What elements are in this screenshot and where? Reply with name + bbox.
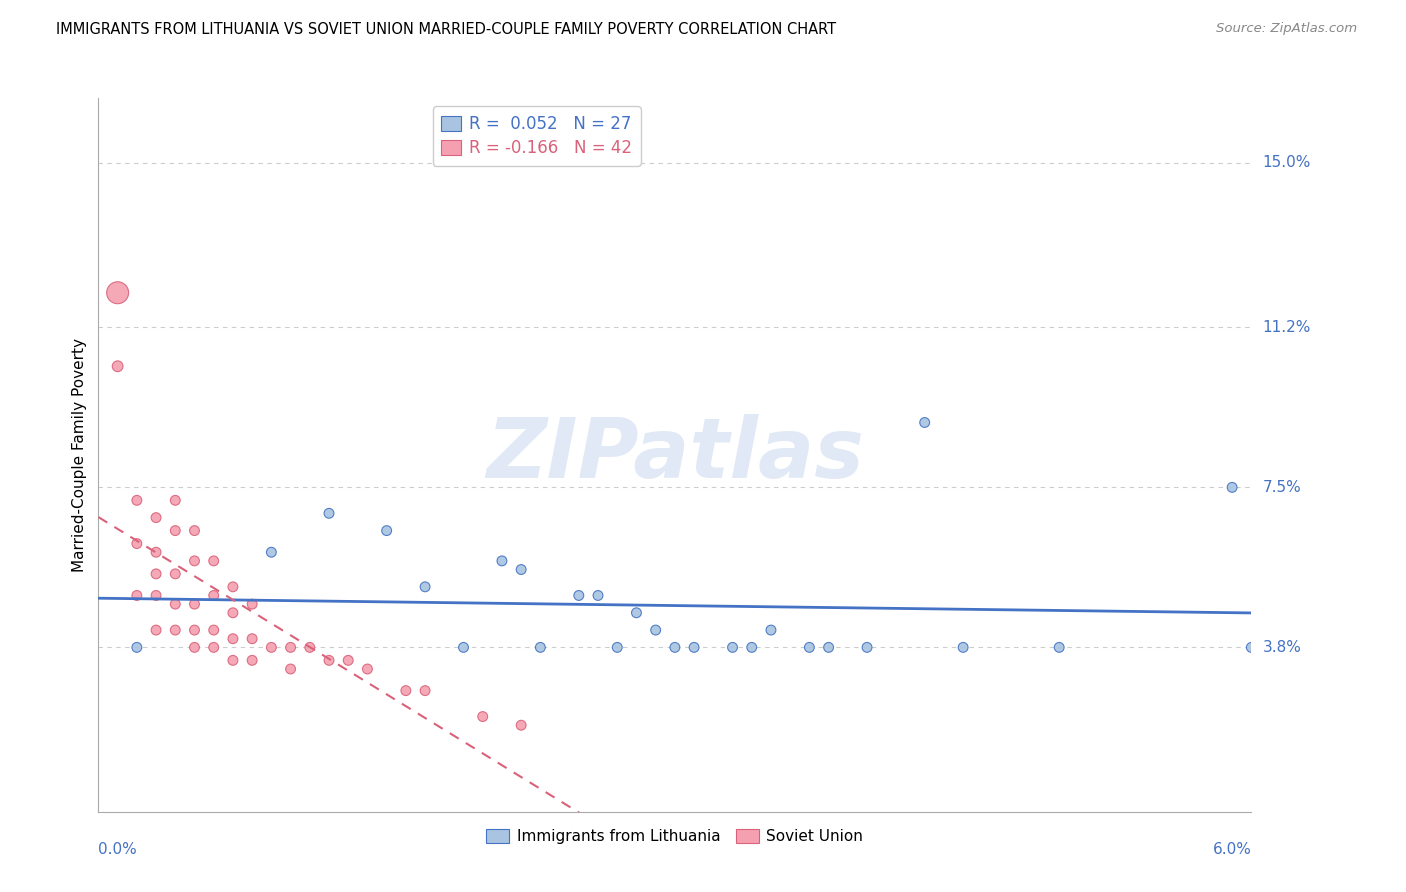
Point bbox=[471, 709, 494, 723]
Point bbox=[606, 640, 628, 655]
Point bbox=[183, 640, 205, 655]
Text: IMMIGRANTS FROM LITHUANIA VS SOVIET UNION MARRIED-COUPLE FAMILY POVERTY CORRELAT: IMMIGRANTS FROM LITHUANIA VS SOVIET UNIO… bbox=[56, 22, 837, 37]
Point bbox=[260, 640, 283, 655]
Point bbox=[222, 632, 245, 646]
Y-axis label: Married-Couple Family Poverty: Married-Couple Family Poverty bbox=[72, 338, 87, 572]
Point bbox=[529, 640, 551, 655]
Text: 7.5%: 7.5% bbox=[1263, 480, 1301, 495]
Point bbox=[952, 640, 974, 655]
Point bbox=[125, 640, 148, 655]
Point bbox=[240, 632, 263, 646]
Text: ZIPatlas: ZIPatlas bbox=[486, 415, 863, 495]
Point bbox=[799, 640, 821, 655]
Point bbox=[280, 640, 302, 655]
Point bbox=[644, 623, 666, 637]
Point bbox=[165, 623, 187, 637]
Point bbox=[125, 493, 148, 508]
Point bbox=[202, 640, 225, 655]
Point bbox=[183, 524, 205, 538]
Point bbox=[491, 554, 513, 568]
Text: 0.0%: 0.0% bbox=[98, 842, 138, 857]
Point bbox=[183, 597, 205, 611]
Point bbox=[856, 640, 879, 655]
Point bbox=[145, 623, 167, 637]
Point bbox=[145, 545, 167, 559]
Point bbox=[298, 640, 321, 655]
Point bbox=[125, 589, 148, 603]
Point bbox=[318, 653, 340, 667]
Point bbox=[356, 662, 378, 676]
Point bbox=[145, 510, 167, 524]
Point bbox=[240, 597, 263, 611]
Point bbox=[586, 589, 609, 603]
Point bbox=[222, 606, 245, 620]
Point bbox=[510, 562, 533, 576]
Point bbox=[165, 493, 187, 508]
Point bbox=[568, 589, 591, 603]
Point bbox=[664, 640, 686, 655]
Point bbox=[626, 606, 648, 620]
Point bbox=[222, 580, 245, 594]
Point bbox=[145, 566, 167, 581]
Point bbox=[107, 359, 129, 374]
Point bbox=[375, 524, 398, 538]
Point bbox=[1240, 640, 1263, 655]
Point bbox=[337, 653, 360, 667]
Point bbox=[817, 640, 839, 655]
Point bbox=[107, 285, 129, 300]
Text: 6.0%: 6.0% bbox=[1212, 842, 1251, 857]
Point bbox=[413, 683, 436, 698]
Point bbox=[202, 554, 225, 568]
Point bbox=[183, 554, 205, 568]
Point bbox=[741, 640, 763, 655]
Point bbox=[202, 589, 225, 603]
Point bbox=[145, 589, 167, 603]
Point bbox=[759, 623, 782, 637]
Text: 15.0%: 15.0% bbox=[1263, 155, 1310, 170]
Point bbox=[683, 640, 706, 655]
Text: 11.2%: 11.2% bbox=[1263, 320, 1310, 334]
Point bbox=[165, 524, 187, 538]
Point bbox=[125, 536, 148, 550]
Point bbox=[453, 640, 475, 655]
Point bbox=[413, 580, 436, 594]
Point bbox=[914, 416, 936, 430]
Point bbox=[318, 506, 340, 520]
Point bbox=[240, 653, 263, 667]
Point bbox=[510, 718, 533, 732]
Point bbox=[165, 566, 187, 581]
Point bbox=[165, 597, 187, 611]
Point bbox=[260, 545, 283, 559]
Point bbox=[1047, 640, 1070, 655]
Point bbox=[1220, 480, 1243, 494]
Text: Source: ZipAtlas.com: Source: ZipAtlas.com bbox=[1216, 22, 1357, 36]
Point bbox=[222, 653, 245, 667]
Point bbox=[395, 683, 418, 698]
Point bbox=[280, 662, 302, 676]
Text: 3.8%: 3.8% bbox=[1263, 640, 1302, 655]
Point bbox=[183, 623, 205, 637]
Legend: Immigrants from Lithuania, Soviet Union: Immigrants from Lithuania, Soviet Union bbox=[481, 823, 869, 850]
Point bbox=[721, 640, 744, 655]
Point bbox=[202, 623, 225, 637]
